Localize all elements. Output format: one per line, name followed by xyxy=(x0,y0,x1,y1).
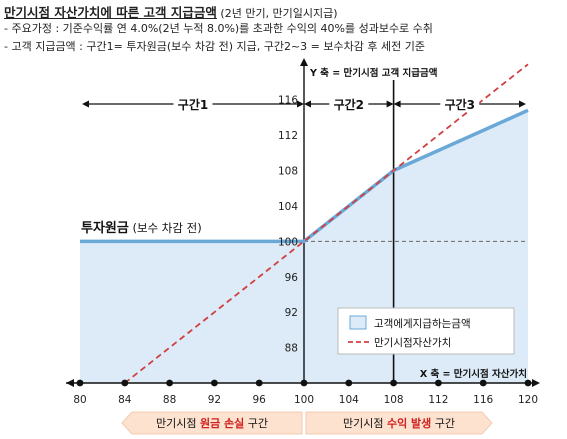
zone-label-bg-2 xyxy=(329,95,369,112)
bottom-band-highlight-2: 수익 발생 xyxy=(387,416,431,430)
bottom-band-highlight-1: 원금 손실 xyxy=(200,416,244,430)
y-tick-label-116: 116 xyxy=(278,95,298,107)
bottom-band-label-2: 만기시점 수익 발생 구간 xyxy=(343,416,455,430)
y-tick-label-108: 108 xyxy=(278,166,298,178)
assumption-note: - 주요가정 : 기준수익률 연 4.0%(2년 누적 8.0%)를 초과한 수… xyxy=(4,22,433,35)
y-tick-label-96: 96 xyxy=(285,272,299,284)
bottom-band-pre-1: 만기시점 xyxy=(156,417,200,430)
y-tick-label-112: 112 xyxy=(278,130,298,142)
y-tick-label-92: 92 xyxy=(285,307,298,319)
y-axis-label: Y 축 = 만기시점 고객 지급금액 xyxy=(309,67,438,79)
zone-arrow-3-head-right xyxy=(519,100,526,108)
asset-value-line xyxy=(124,63,529,384)
bottom-band-post-1: 구간 xyxy=(244,417,268,430)
principal-annotation-bold: 투자원금 xyxy=(81,221,129,236)
zone-label-1: 구간1 xyxy=(178,97,208,112)
legend-box xyxy=(337,307,515,355)
bottom-band-label-1: 만기시점 원금 손실 구간 xyxy=(156,416,268,430)
y-tick-label-88: 88 xyxy=(285,343,298,355)
zone-label-bg-1 xyxy=(173,95,213,112)
bottom-band-2 xyxy=(305,411,493,435)
x-tick-dot-104 xyxy=(345,379,353,387)
x-tick-dot-108 xyxy=(390,379,397,387)
x-tick-dot-80 xyxy=(76,379,84,387)
zone-arrow-1-head-right xyxy=(297,100,304,108)
x-tick-label-80: 80 xyxy=(73,394,86,406)
x-tick-label-100: 100 xyxy=(294,394,314,406)
zone-label-bg-3 xyxy=(440,95,480,112)
x-tick-label-108: 108 xyxy=(384,394,404,406)
x-tick-label-116: 116 xyxy=(473,394,493,406)
bottom-band-post-2: 구간 xyxy=(431,417,455,430)
x-axis-arrow-left xyxy=(66,379,74,387)
x-tick-dot-92 xyxy=(211,379,218,387)
x-tick-label-120: 120 xyxy=(518,394,538,406)
principal-annotation: 투자원금 (보수 차감 전) xyxy=(81,221,202,236)
x-axis-label: X 축 = 만기시점 자산가치 xyxy=(420,368,527,380)
x-tick-label-88: 88 xyxy=(163,394,176,406)
legend-label-asset: 만기시점자산가치 xyxy=(374,337,451,349)
title-main: 만기시점 자산가치에 따른 고객 지급금액 xyxy=(4,5,217,20)
x-tick-dot-116 xyxy=(479,379,487,387)
principal-annotation-sub: (보수 차감 전) xyxy=(129,221,202,235)
y-tick-label-104: 104 xyxy=(278,201,298,213)
x-tick-label-84: 84 xyxy=(118,394,132,406)
x-tick-dot-112 xyxy=(435,379,442,387)
x-tick-label-104: 104 xyxy=(339,394,359,406)
x-tick-label-96: 96 xyxy=(253,394,267,406)
bottom-band-pre-2: 만기시점 xyxy=(343,417,387,430)
x-tick-label-112: 112 xyxy=(428,394,448,406)
zone-arrow-2-head-left xyxy=(304,100,311,108)
zone-arrow-3-head-left xyxy=(393,100,401,108)
x-tick-dot-84 xyxy=(121,379,129,387)
x-tick-label-92: 92 xyxy=(208,394,221,406)
y-tick-label-100: 100 xyxy=(278,236,298,248)
chart-title: 만기시점 자산가치에 따른 고객 지급금액 (2년 만기, 만기일시지급) xyxy=(4,2,338,21)
x-tick-dot-120 xyxy=(524,379,532,387)
payout-note: - 고객 지급금액 : 구간1= 투자원금(보수 차감 전) 지급, 구간2~3… xyxy=(4,40,425,53)
legend-label-payout: 고객에게지급하는금액 xyxy=(374,317,471,330)
zone-label-2: 구간2 xyxy=(334,97,364,112)
y-axis-arrowhead xyxy=(300,58,308,66)
x-tick-dot-96 xyxy=(255,379,263,387)
bottom-band-1 xyxy=(121,411,303,435)
zone-arrow-1-head-left xyxy=(82,100,89,108)
x-tick-dot-100 xyxy=(300,379,308,387)
zone-label-3: 구간3 xyxy=(445,97,475,112)
x-axis-arrow-right xyxy=(532,379,540,387)
title-sub: (2년 만기, 만기일시지급) xyxy=(216,7,338,20)
legend-swatch-area xyxy=(349,315,367,330)
x-tick-dot-88 xyxy=(166,379,174,387)
zone-arrow-2-head-right xyxy=(386,100,394,108)
